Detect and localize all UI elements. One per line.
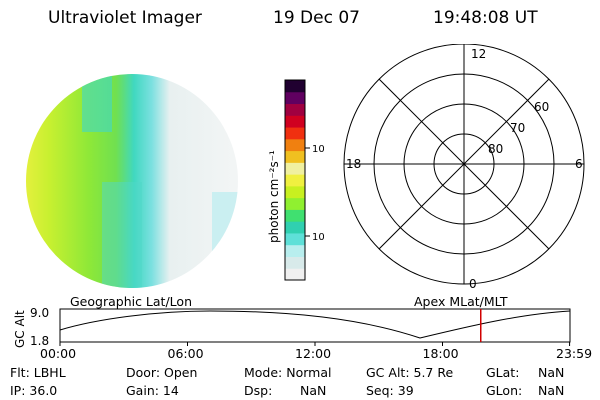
colorbar-swatch xyxy=(285,115,305,128)
colorbar-frame xyxy=(284,79,306,281)
colorbar-swatch xyxy=(285,138,305,152)
date-label: 19 Dec 07 xyxy=(273,8,360,28)
polar-label-6: 6 xyxy=(575,157,583,171)
polar-label-lat60: 60 xyxy=(534,100,549,114)
colorbar-unit-label: photon cm⁻²s⁻¹ xyxy=(267,150,281,243)
polar-grid: 12 18 6 0 60 70 80 xyxy=(343,44,585,291)
colorbar-swatches xyxy=(285,80,305,281)
colorbar-swatch xyxy=(285,221,305,234)
timeline-left-label: Geographic Lat/Lon xyxy=(70,294,192,309)
colorbar-swatch xyxy=(285,268,305,281)
dsp-label: Dsp: xyxy=(244,383,273,398)
polar-label-lat80: 80 xyxy=(488,142,503,156)
colorbar-swatch xyxy=(285,185,305,199)
colorbar-swatch xyxy=(285,232,305,246)
colorbar-tick-label-10: 10 xyxy=(312,232,324,243)
altitude-curve xyxy=(59,310,571,339)
colorbar-tick-label-100: 100 xyxy=(312,144,324,155)
polar-diagonal-2 xyxy=(378,78,550,250)
uv-globe-image xyxy=(26,74,238,288)
glon-value: NaN xyxy=(538,383,565,398)
colorbar-swatch xyxy=(285,174,305,187)
mode-info: Mode: Normal xyxy=(244,365,332,380)
colorbar-swatch xyxy=(285,162,305,175)
glon-label: GLon: xyxy=(486,383,523,398)
colorbar-swatch xyxy=(285,91,305,105)
timeline-x-tick-label: 18:00 xyxy=(422,346,459,361)
glat-label: GLat: xyxy=(486,365,520,380)
colorbar-swatch xyxy=(285,244,305,257)
door-info: Door: Open xyxy=(126,365,198,380)
polar-label-12: 12 xyxy=(471,47,486,61)
polar-label-0: 0 xyxy=(469,277,477,291)
timeline-x-tick-label: 12:00 xyxy=(295,346,332,361)
colorbar: 100 10 photon cm⁻²s⁻¹ xyxy=(267,79,324,281)
timeline-axis-title: GC Alt xyxy=(13,310,27,348)
timeline-x-tick-label: 00:00 xyxy=(40,346,77,361)
gc-alt-info: GC Alt: 5.7 Re xyxy=(366,365,454,380)
timeline-y-top: 9.0 xyxy=(30,306,49,320)
seq-info: Seq: 39 xyxy=(366,383,414,398)
colorbar-swatch xyxy=(285,150,305,163)
timeline-x-tick-label: 23:59 xyxy=(556,346,593,361)
timeline-right-label: Apex MLat/MLT xyxy=(414,294,508,309)
colorbar-swatch xyxy=(285,256,305,269)
glat-value: NaN xyxy=(538,365,565,380)
timeline-frame xyxy=(59,308,571,343)
time-label: 19:48:08 UT xyxy=(433,8,538,28)
colorbar-swatch xyxy=(285,209,305,222)
colorbar-swatch xyxy=(285,103,305,116)
gain-info: Gain: 14 xyxy=(126,383,179,398)
colorbar-swatch xyxy=(285,80,305,93)
polar-label-18: 18 xyxy=(346,157,361,171)
flt-info: Flt: LBHL xyxy=(10,365,66,380)
colorbar-swatch xyxy=(285,127,305,140)
colorbar-swatch xyxy=(285,197,305,210)
instrument-title: Ultraviolet Imager xyxy=(48,8,202,28)
timeline-x-tick-label: 06:00 xyxy=(167,346,204,361)
timeline-x-ticks xyxy=(59,342,571,346)
dsp-value: NaN xyxy=(300,383,327,398)
ip-info: IP: 36.0 xyxy=(10,383,58,398)
polar-label-lat70: 70 xyxy=(510,121,525,135)
orbit-timeline: GC Alt 9.0 1.8 xyxy=(13,306,571,348)
timeline-y-bottom: 1.8 xyxy=(30,334,49,348)
